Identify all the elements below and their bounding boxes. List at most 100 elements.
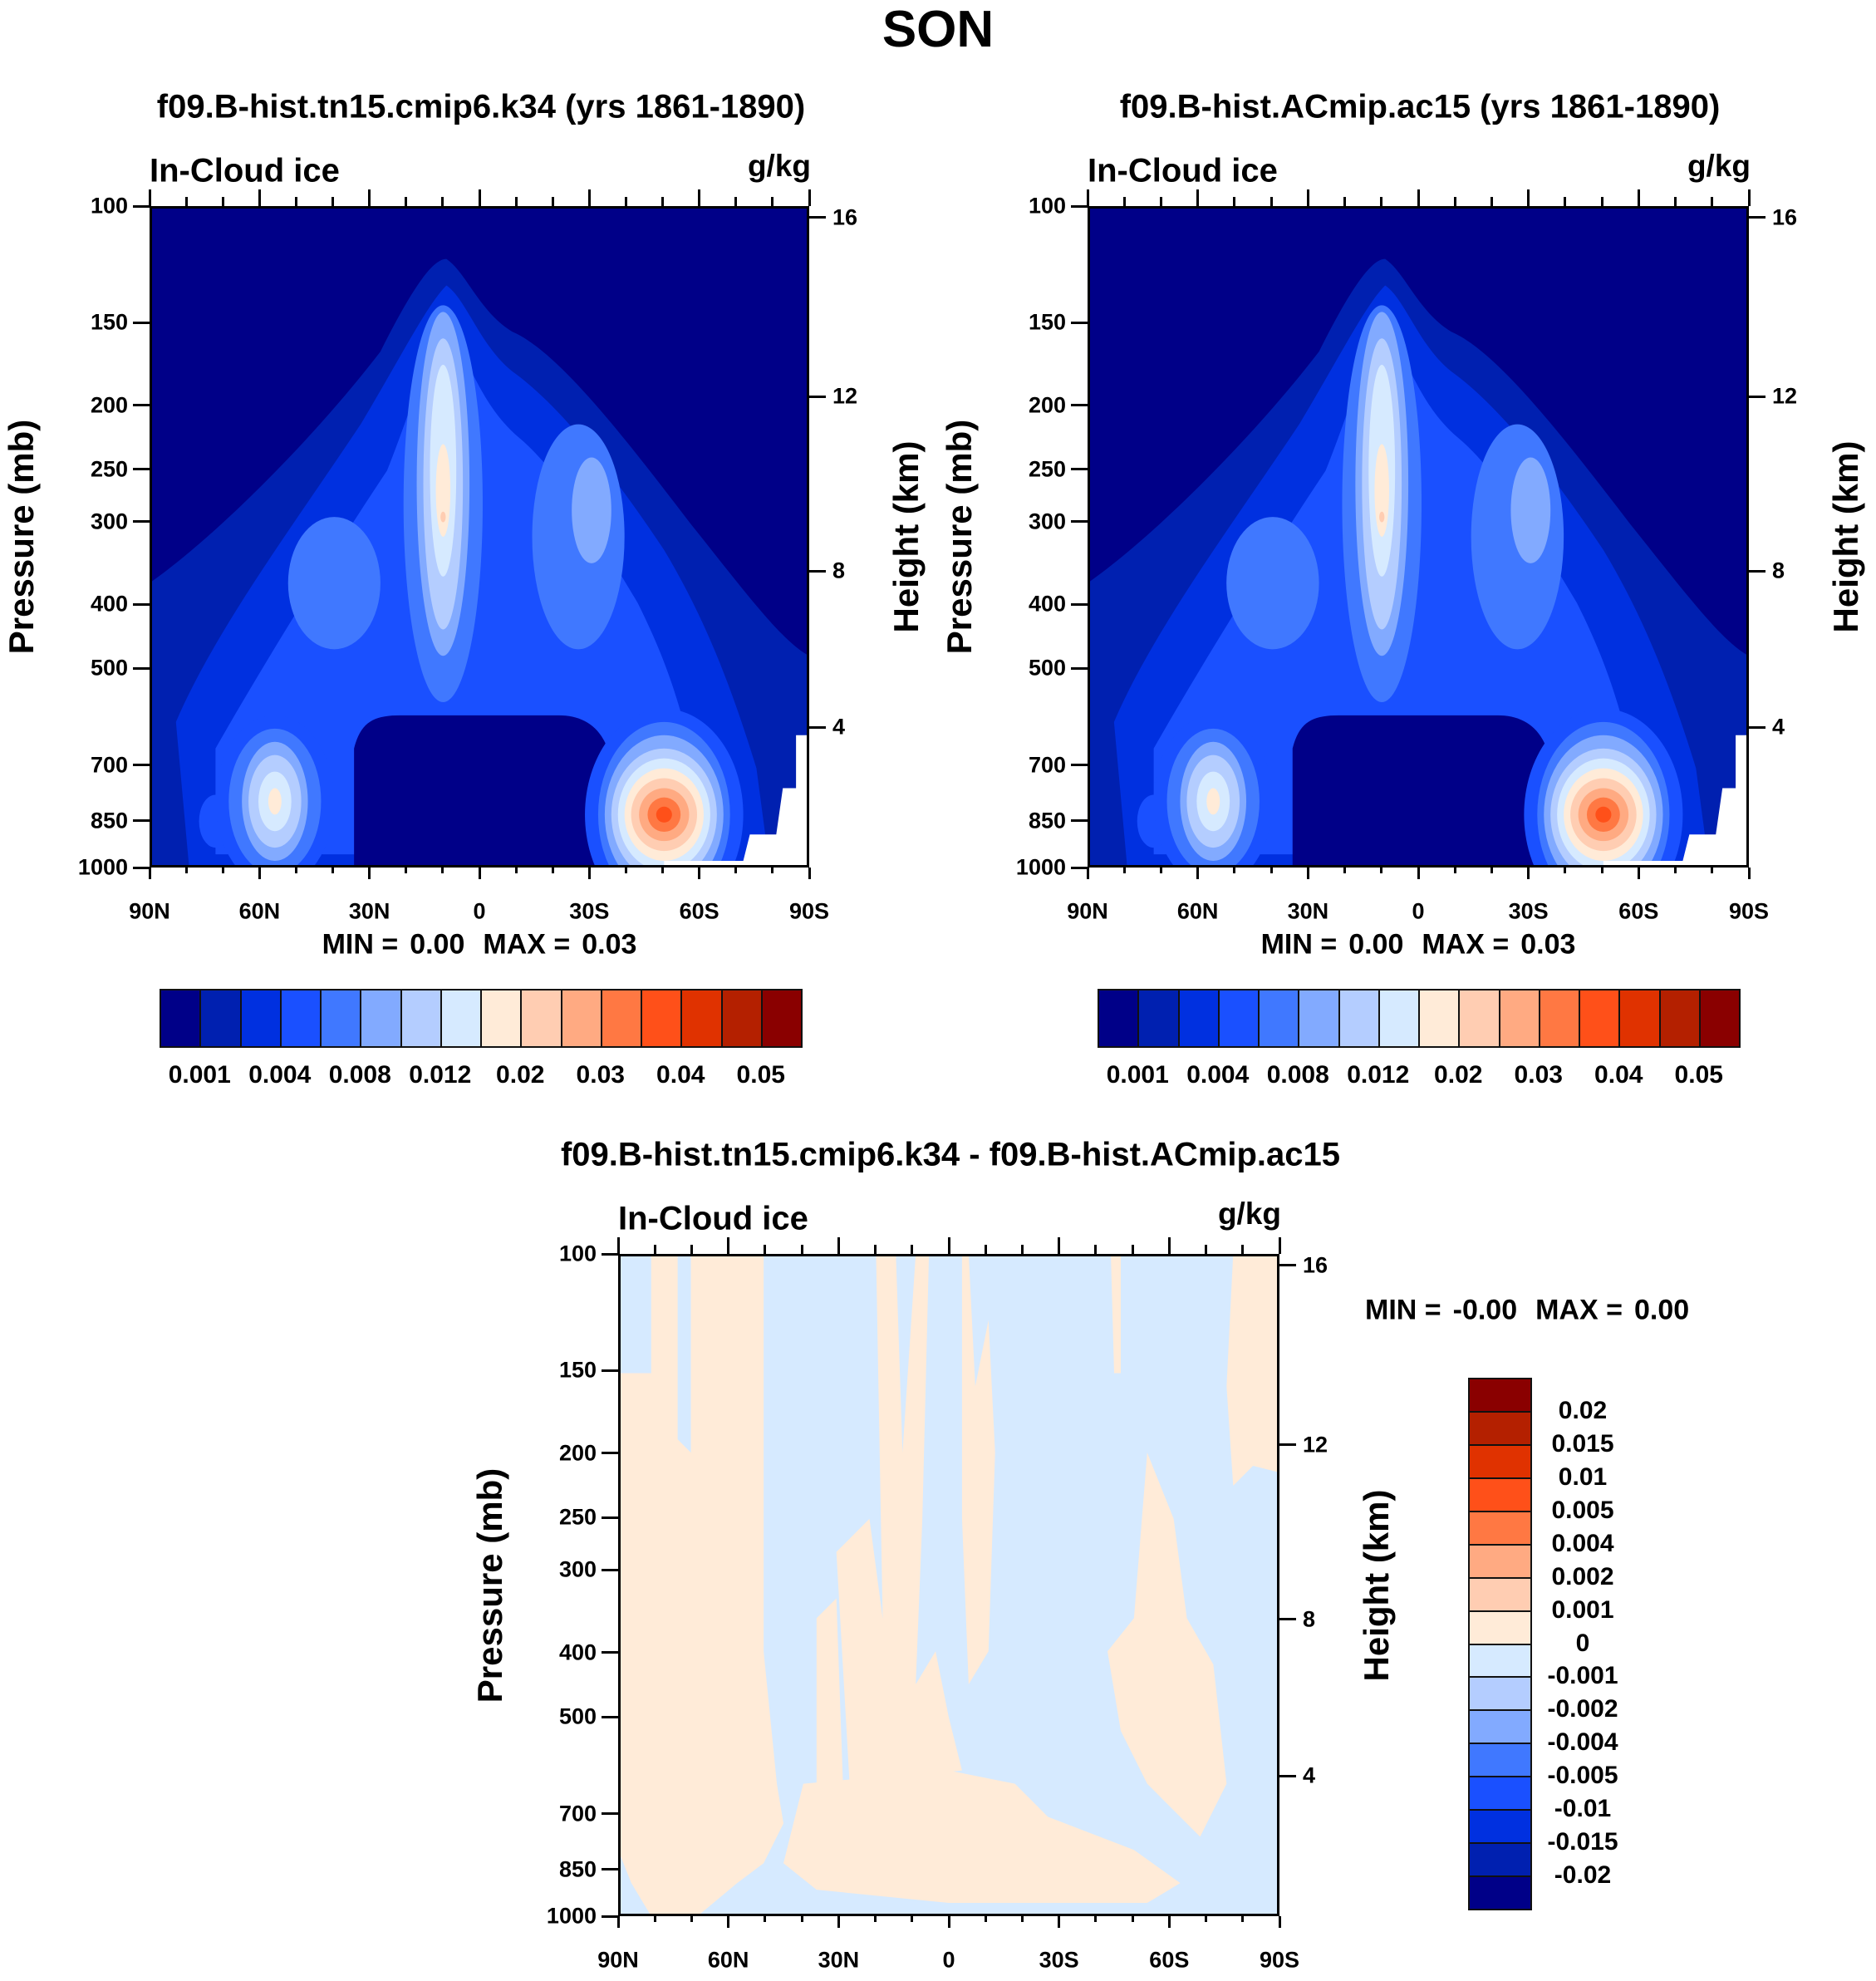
colorbar-label: 0.008 (328, 1061, 391, 1089)
units-label: g/kg (1217, 1197, 1281, 1231)
x-tick-bottom (764, 1916, 767, 1922)
colorbar-box (1658, 989, 1701, 1048)
colorbar-box (520, 989, 562, 1048)
right-tick (1749, 216, 1766, 219)
x-tick-label: 60N (238, 898, 281, 924)
x-tick-top (148, 189, 151, 206)
x-tick-top (221, 197, 224, 206)
x-tick-top (690, 1245, 693, 1254)
colorbar-label: 0.02 (496, 1061, 545, 1089)
right-tick-label: 8 (1303, 1606, 1316, 1632)
y-tick (602, 1812, 618, 1816)
colorbar-box (1538, 989, 1580, 1048)
y-tick (602, 1452, 618, 1455)
min-max-stats: MIN = 0.00 MAX = 0.03 (322, 929, 637, 961)
colorbar-box (560, 989, 602, 1048)
colorbar-box (1468, 1709, 1532, 1745)
colorbar-label: 0.04 (656, 1061, 705, 1089)
x-tick-bottom (1131, 1916, 1134, 1922)
contour-level-positive-small (1107, 1453, 1227, 1837)
x-tick-label: 60N (707, 1947, 749, 1973)
y-tick (133, 520, 150, 524)
right-tick-label: 12 (1772, 383, 1798, 409)
colorbar-label: 0.02 (1434, 1061, 1483, 1089)
x-tick-bottom (734, 868, 738, 873)
y-tick (133, 468, 150, 471)
colorbar-label: 0.012 (409, 1061, 472, 1089)
right-tick-label: 12 (832, 383, 858, 409)
x-tick-bottom (624, 868, 627, 873)
x-tick-top (331, 197, 335, 206)
x-tick-bottom (258, 868, 261, 879)
colorbar-box (1298, 989, 1340, 1048)
x-tick-bottom (771, 868, 774, 873)
right-tick (809, 725, 826, 729)
contour-level-positive-small (961, 1254, 995, 1685)
colorbar-box (1458, 989, 1500, 1048)
y-tick-label: 300 (90, 509, 128, 534)
colorbar-box (1468, 1643, 1532, 1679)
x-tick-label: 60S (1149, 1947, 1190, 1973)
right-tick-label: 16 (1303, 1252, 1328, 1278)
colorbar-label: 0.04 (1594, 1061, 1643, 1089)
units-label: g/kg (1687, 149, 1751, 183)
colorbar-label: 0.001 (168, 1061, 231, 1089)
right-tick-label: 4 (832, 714, 846, 740)
x-tick-bottom (1196, 868, 1200, 879)
contour-level-positive-small (618, 1254, 783, 1916)
y-axis-label: Pressure (mb) (470, 1467, 509, 1703)
x-tick-top (1637, 189, 1640, 206)
x-tick-label: 90N (129, 898, 170, 924)
x-tick-top (1674, 197, 1677, 206)
x-tick-bottom (587, 868, 591, 879)
missing-data-region (664, 735, 809, 868)
contour-level-8 (435, 444, 451, 537)
x-tick-top (800, 1245, 803, 1254)
x-tick-top (1564, 197, 1567, 206)
colorbar-box (1418, 989, 1461, 1048)
contour-level-positive-small (1111, 1254, 1121, 1374)
stats-max: 0.00 (1633, 1294, 1690, 1326)
x-tick-bottom (1269, 868, 1273, 873)
x-tick-top (1711, 197, 1714, 206)
x-tick-top (1306, 189, 1309, 206)
colorbar-label: 0.02 (1558, 1396, 1608, 1424)
x-tick-top (808, 189, 811, 206)
right-tick (1279, 1618, 1296, 1621)
colorbar-box (1698, 989, 1741, 1048)
colorbar-box (160, 989, 202, 1048)
y-tick (602, 1516, 618, 1519)
x-tick-top (698, 189, 701, 206)
x-tick-bottom (1233, 868, 1236, 873)
x-tick-label: 90N (597, 1947, 639, 1973)
right-tick (809, 216, 826, 219)
y-tick (602, 1369, 618, 1372)
y-tick (1071, 520, 1088, 524)
y-tick-label: 400 (90, 591, 128, 617)
contour-level-positive-small (816, 1598, 843, 1797)
x-tick-bottom (1380, 868, 1383, 873)
x-tick-top (616, 1237, 620, 1254)
y-tick-label: 250 (558, 1504, 597, 1530)
y-tick-label: 250 (1028, 456, 1066, 482)
stats-max-label: MAX = (483, 928, 571, 961)
x-tick-bottom (478, 868, 481, 879)
y-tick (1071, 666, 1088, 670)
colorbar-label: -0.02 (1554, 1861, 1612, 1890)
x-tick-bottom (1241, 1916, 1245, 1922)
right-tick-label: 16 (1772, 204, 1798, 230)
y-tick-label: 850 (558, 1856, 597, 1882)
colorbar-label: 0.01 (1558, 1462, 1608, 1491)
colorbar-label: 0.004 (1186, 1061, 1250, 1089)
y-tick-label: 700 (90, 752, 128, 778)
stats-min: 0.00 (1348, 928, 1404, 961)
colorbar-label: -0.01 (1554, 1795, 1612, 1823)
colorbar-box (1177, 989, 1220, 1048)
right-tick (809, 395, 826, 398)
stats-min: 0.00 (410, 928, 465, 961)
right-tick (1279, 1774, 1296, 1777)
contour-level-9 (1379, 511, 1385, 523)
contour-level-positive-small (783, 1770, 1181, 1904)
x-tick-label: 60N (1176, 898, 1219, 924)
x-tick-top (1058, 1237, 1061, 1254)
